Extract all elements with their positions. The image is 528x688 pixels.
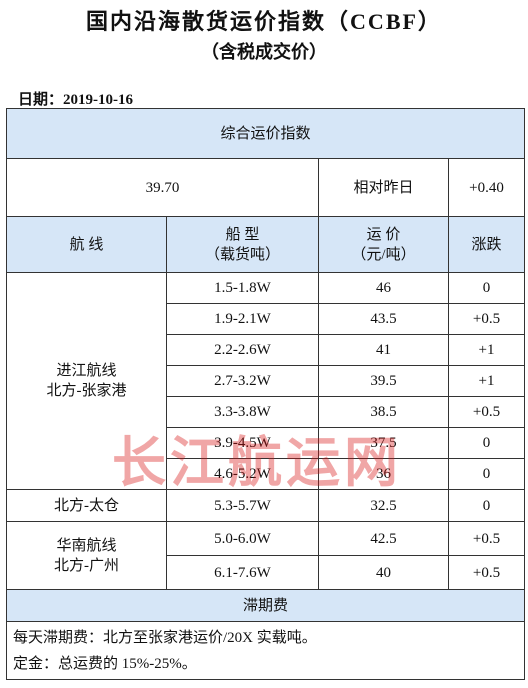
table-row: 滞期费 <box>5 589 526 622</box>
data-cell: +0.5 <box>447 521 526 556</box>
route-cell: 华南航线北方-广州 <box>6 521 167 590</box>
table-row: 1.9-2.1W 43.5 +0.5 <box>7 303 526 335</box>
table-row: 进江航线 北方-张家港 1.5-1.8W 46 0 <box>6 272 526 490</box>
table-row: 综合运价指数 <box>5 108 526 159</box>
cell-line: 每天滞期费：北方至张家港运价/20X 实载吨。 <box>13 629 317 646</box>
data-cell: 0 <box>447 427 526 459</box>
data-cell: 36 <box>318 458 449 490</box>
route-cell: 进江航线北方-张家港 <box>6 272 167 490</box>
data-cell: 3.9-4.5W <box>166 427 319 459</box>
data-cell: 39.5 <box>318 365 449 397</box>
data-cell: 1.5-1.8W <box>166 272 319 304</box>
column-header: 航 线 <box>6 216 167 273</box>
table-row: 每天滞期费：北方至张家港运价/20X 实载吨。 定金：总运费的 15%-25%。 <box>5 621 526 680</box>
table-row: 39.70 相对昨日 +0.40 <box>6 158 526 217</box>
data-cell: 5.3-5.7W <box>166 489 319 522</box>
data-cell: 2.2-2.6W <box>166 334 319 366</box>
subtitle: （含税成交价） <box>201 42 327 62</box>
demurrage-header: 滞期费 <box>5 589 526 622</box>
table-row: 4.6-5.2W 36 0 <box>7 458 526 490</box>
column-header: 船 型 （载货吨） <box>166 216 319 273</box>
compare-label: 相对昨日 <box>318 158 449 217</box>
cell-line: 定金：总运费的 15%-25%。 <box>13 655 197 672</box>
data-cell: 43.5 <box>318 303 449 335</box>
data-cell: 42.5 <box>318 521 449 556</box>
cell-line: 船 型 <box>225 226 260 243</box>
table-row: 3.9-4.5W 37.5 0 <box>7 427 526 459</box>
data-cell: 46 <box>318 272 449 304</box>
data-cell: +1 <box>447 334 526 366</box>
cell-line: 北方-张家港 <box>46 383 127 399</box>
title: 国内沿海散货运价指数（CCBF） <box>86 9 442 34</box>
data-cell: +0.5 <box>447 555 526 590</box>
data-cell: 0 <box>447 272 526 304</box>
column-header: 运 价 （元/吨） <box>318 216 449 273</box>
index-header: 综合运价指数 <box>5 108 526 159</box>
column-header: 涨跌 <box>447 216 526 273</box>
data-cell: 32.5 <box>318 489 449 522</box>
table-row: 航 线 船 型 （载货吨） 运 价 （元/吨） 涨跌 <box>6 216 526 273</box>
data-cell: +0.5 <box>447 396 526 428</box>
data-cell: 37.5 <box>318 427 449 459</box>
data-cell: 0 <box>447 458 526 490</box>
cell-line: 北方-太仓 <box>54 497 119 514</box>
data-cell: 0 <box>447 489 526 522</box>
data-cell: 6.1-7.6W <box>166 555 319 590</box>
cell-line: 北方-广州 <box>54 557 119 574</box>
cell-line: 进江航线 <box>56 363 117 379</box>
freight-table: 综合运价指数 39.70 相对昨日 +0.40 航 线 船 型 （载货吨） 运 价 （元/吨） 涨… <box>5 108 526 680</box>
data-cell: 2.7-3.2W <box>166 365 319 397</box>
cell-line: （元/吨） <box>351 246 416 263</box>
data-cell: 38.5 <box>318 396 449 428</box>
table-row: 2.7-3.2W 39.5 +1 <box>7 365 526 397</box>
data-cell: 40 <box>318 555 449 590</box>
table-row: 6.1-7.6W 40 +0.5 <box>7 555 526 590</box>
cell-line: 涨跌 <box>471 236 502 253</box>
index-value: 39.70 <box>6 158 319 217</box>
table-row: 华南航线 北方-广州 5.0-6.0W 42.5 +0.5 <box>6 521 526 590</box>
data-cell: 4.6-5.2W <box>166 458 319 490</box>
table-row: 3.3-3.8W 38.5 +0.5 <box>7 396 526 428</box>
data-cell: 41 <box>318 334 449 366</box>
cell-line: 华南航线 <box>56 537 117 554</box>
data-cell: +1 <box>447 365 526 397</box>
data-cell: 1.9-2.1W <box>166 303 319 335</box>
table-row: 北方-太仓 5.3-5.7W 32.5 0 <box>6 489 526 522</box>
date: 日期：2019-10-16 <box>18 92 133 108</box>
table-row: 2.2-2.6W 41 +1 <box>7 334 526 366</box>
cell-line: （载货吨） <box>204 246 280 263</box>
cell-line: 运 价 <box>366 226 401 243</box>
notes: 每天滞期费：北方至张家港运价/20X 实载吨。 定金：总运费的 15%-25%。 <box>5 621 526 680</box>
data-cell: 3.3-3.8W <box>166 396 319 428</box>
cell-line: 航 线 <box>69 236 104 253</box>
data-cell: 5.0-6.0W <box>166 521 319 556</box>
route-cell: 北方-太仓 <box>6 489 167 522</box>
index-change: +0.40 <box>447 158 526 217</box>
data-cell: +0.5 <box>447 303 526 335</box>
